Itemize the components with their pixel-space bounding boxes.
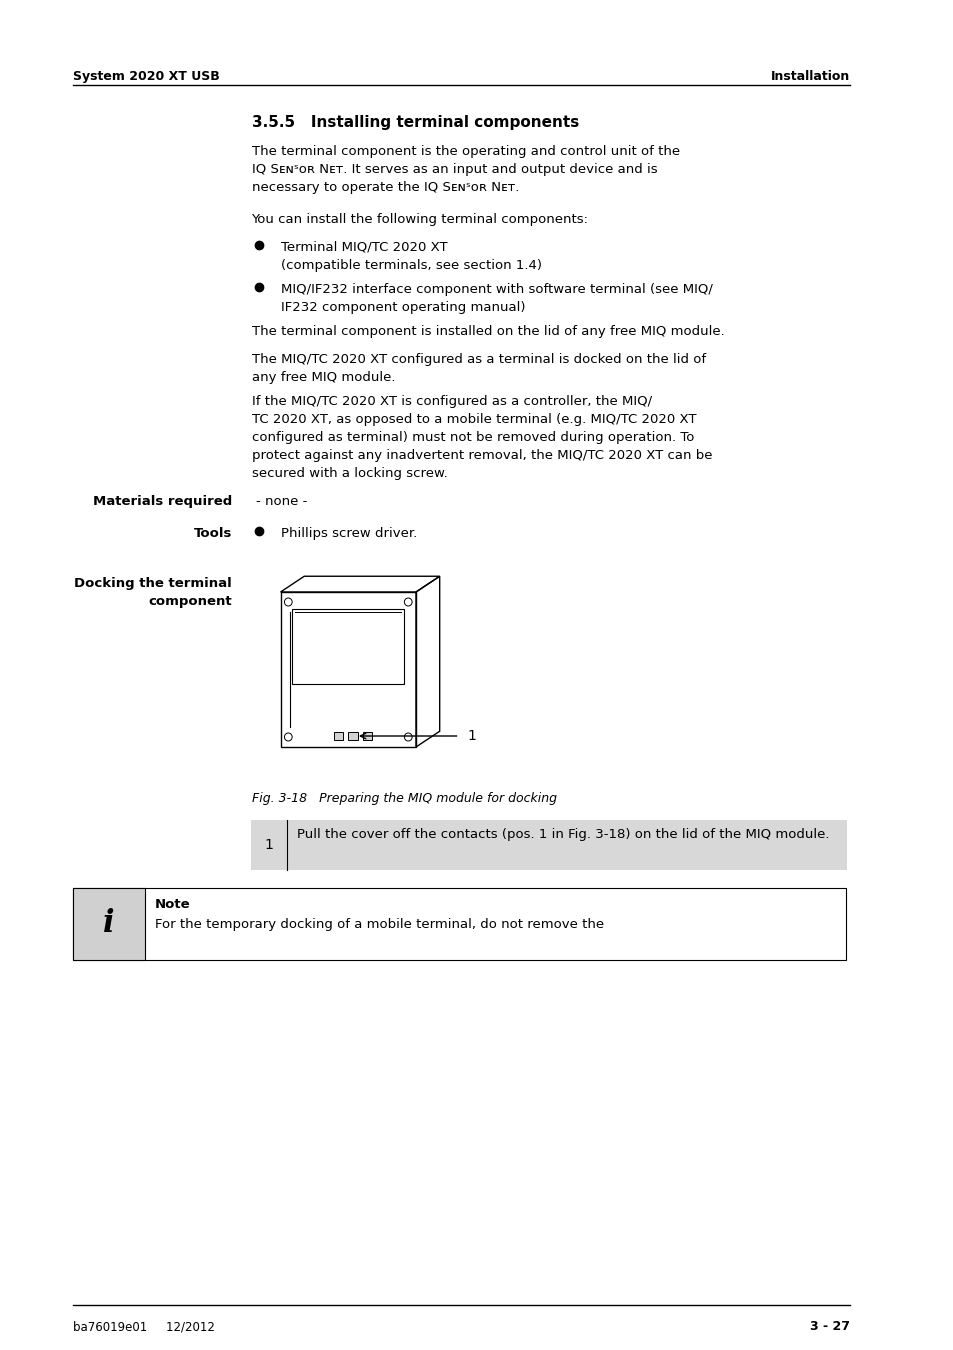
Text: If the MIQ/TC 2020 XT is configured as a controller, the MIQ/
TC 2020 XT, as opp: If the MIQ/TC 2020 XT is configured as a… — [252, 396, 711, 481]
Text: Phillips screw driver.: Phillips screw driver. — [280, 526, 416, 540]
Text: The MIQ/TC 2020 XT configured as a terminal is docked on the lid of
any free MIQ: The MIQ/TC 2020 XT configured as a termi… — [252, 352, 705, 383]
Text: 1: 1 — [467, 729, 476, 742]
Text: Docking the terminal
component: Docking the terminal component — [74, 576, 232, 608]
Text: i: i — [103, 909, 114, 940]
Text: Installation: Installation — [770, 70, 849, 82]
Text: ba76019e01     12/2012: ba76019e01 12/2012 — [72, 1320, 214, 1332]
Bar — [348, 732, 357, 740]
Text: 1: 1 — [264, 838, 274, 852]
Text: Tools: Tools — [193, 526, 232, 540]
Text: System 2020 XT USB: System 2020 XT USB — [72, 70, 219, 82]
Text: Note: Note — [154, 898, 191, 911]
Text: 3 - 27: 3 - 27 — [809, 1320, 849, 1332]
Text: The terminal component is installed on the lid of any free MIQ module.: The terminal component is installed on t… — [252, 325, 723, 338]
Text: Materials required: Materials required — [92, 495, 232, 508]
Text: - none -: - none - — [256, 495, 308, 508]
Text: You can install the following terminal components:: You can install the following terminal c… — [252, 213, 588, 225]
Text: Terminal MIQ/TC 2020 XT
(compatible terminals, see section 1.4): Terminal MIQ/TC 2020 XT (compatible term… — [280, 242, 541, 271]
Bar — [362, 732, 372, 740]
Text: Pull the cover off the contacts (pos. 1 in Fig. 3-18) on the lid of the MIQ modu: Pull the cover off the contacts (pos. 1 … — [296, 828, 828, 841]
Bar — [334, 732, 343, 740]
Text: 3.5.5   Installing terminal components: 3.5.5 Installing terminal components — [252, 115, 578, 130]
Bar — [72, 888, 145, 960]
FancyBboxPatch shape — [251, 819, 846, 869]
Text: Fig. 3-18   Preparing the MIQ module for docking: Fig. 3-18 Preparing the MIQ module for d… — [252, 792, 556, 805]
Bar — [292, 609, 404, 684]
Text: For the temporary docking of a mobile terminal, do not remove the: For the temporary docking of a mobile te… — [154, 918, 603, 932]
Bar — [72, 888, 845, 960]
Text: The terminal component is the operating and control unit of the
IQ Sᴇɴˢᴏʀ Nᴇᴛ. I: The terminal component is the operating … — [252, 144, 679, 194]
Text: MIQ/IF232 interface component with software terminal (see MIQ/
IF232 component o: MIQ/IF232 interface component with softw… — [280, 284, 712, 315]
